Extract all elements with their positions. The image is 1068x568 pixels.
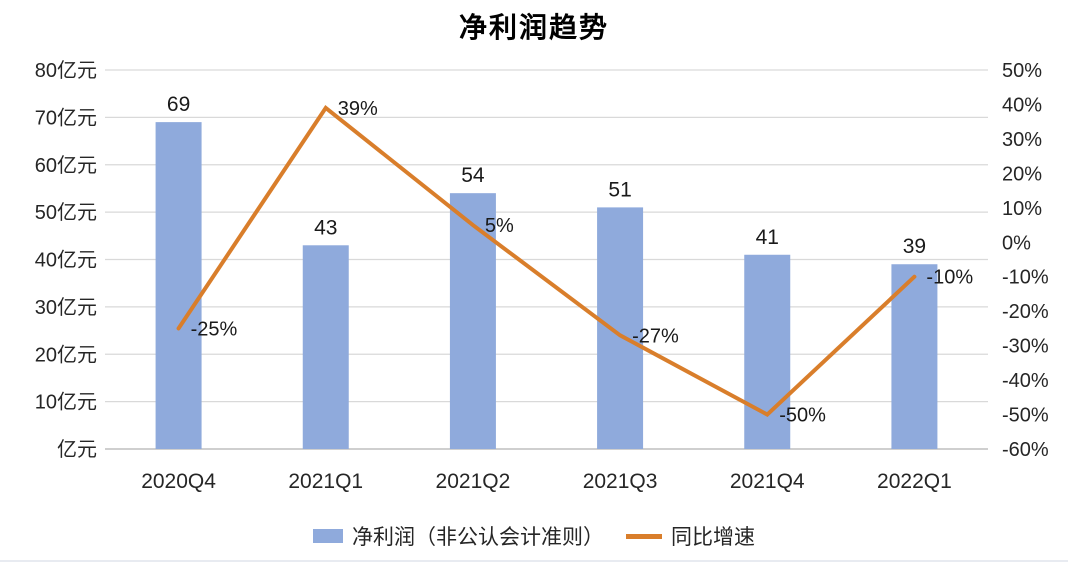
bottom-separator	[0, 560, 1068, 562]
y-axis-left-tick-label: 70亿元	[35, 106, 97, 129]
y-axis-right-tick-label: 40%	[1002, 94, 1042, 116]
bar-value-label: 69	[167, 93, 190, 116]
line-value-label: -27%	[632, 325, 679, 347]
x-axis-category-label: 2020Q4	[141, 470, 216, 493]
y-axis-right-tick-label: -20%	[1002, 301, 1049, 323]
y-axis-left-tick-label: 亿元	[57, 438, 97, 461]
chart-title: 净利润趋势	[458, 13, 609, 44]
chart-legend: 净利润（非公认会计准则） 同比增速	[0, 521, 1068, 551]
bar-net-profit	[891, 264, 938, 449]
y-axis-right-tick-label: 30%	[1002, 129, 1042, 151]
bar-net-profit	[302, 245, 349, 449]
y-axis-right-tick-label: -10%	[1002, 267, 1049, 289]
y-axis-left-tick-label: 60亿元	[35, 154, 97, 177]
line-value-label: -10%	[926, 267, 973, 289]
bar-value-label: 41	[756, 226, 779, 249]
x-axis-category-label: 2021Q3	[583, 470, 658, 493]
line-value-label: -25%	[191, 318, 238, 340]
y-axis-right-tick-label: -60%	[1002, 439, 1049, 461]
y-axis-left-tick-label: 80亿元	[35, 59, 97, 82]
y-axis-right-tick-label: 20%	[1002, 163, 1042, 185]
bar-value-label: 51	[608, 178, 631, 201]
line-value-label: -50%	[779, 405, 826, 427]
y-axis-right-tick-label: 50%	[1002, 60, 1042, 82]
legend-bar-swatch-icon	[313, 529, 343, 543]
bar-value-label: 43	[314, 216, 337, 239]
x-axis-category-label: 2021Q1	[288, 470, 363, 493]
line-value-label: 39%	[338, 98, 378, 120]
y-axis-right-tick-label: 10%	[1002, 198, 1042, 220]
y-axis-left-tick-label: 40亿元	[35, 249, 97, 272]
x-axis-category-label: 2022Q1	[877, 470, 952, 493]
y-axis-right-tick-label: -50%	[1002, 405, 1049, 427]
y-axis-right-tick-label: -30%	[1002, 336, 1049, 358]
legend-line-swatch-icon	[626, 533, 662, 539]
line-value-label: 5%	[485, 215, 514, 237]
bar-value-label: 39	[903, 235, 926, 258]
x-axis-category-label: 2021Q2	[436, 470, 511, 493]
y-axis-right-tick-label: 0%	[1002, 232, 1031, 254]
y-axis-left-tick-label: 20亿元	[35, 343, 97, 366]
y-axis-left-tick-label: 50亿元	[35, 201, 97, 224]
growth-line	[176, 104, 917, 417]
legend-bar-label: 净利润（非公认会计准则）	[352, 526, 604, 549]
y-axis-left-tick-label: 30亿元	[35, 296, 97, 319]
y-axis-right-tick-label: -40%	[1002, 370, 1049, 392]
bar-net-profit	[155, 122, 202, 450]
legend-line-label: 同比增速	[671, 526, 755, 549]
y-axis-left-tick-label: 10亿元	[35, 391, 97, 414]
x-axis-category-label: 2021Q4	[730, 470, 805, 493]
bar-value-label: 54	[461, 164, 485, 187]
bar-net-profit	[597, 207, 644, 449]
